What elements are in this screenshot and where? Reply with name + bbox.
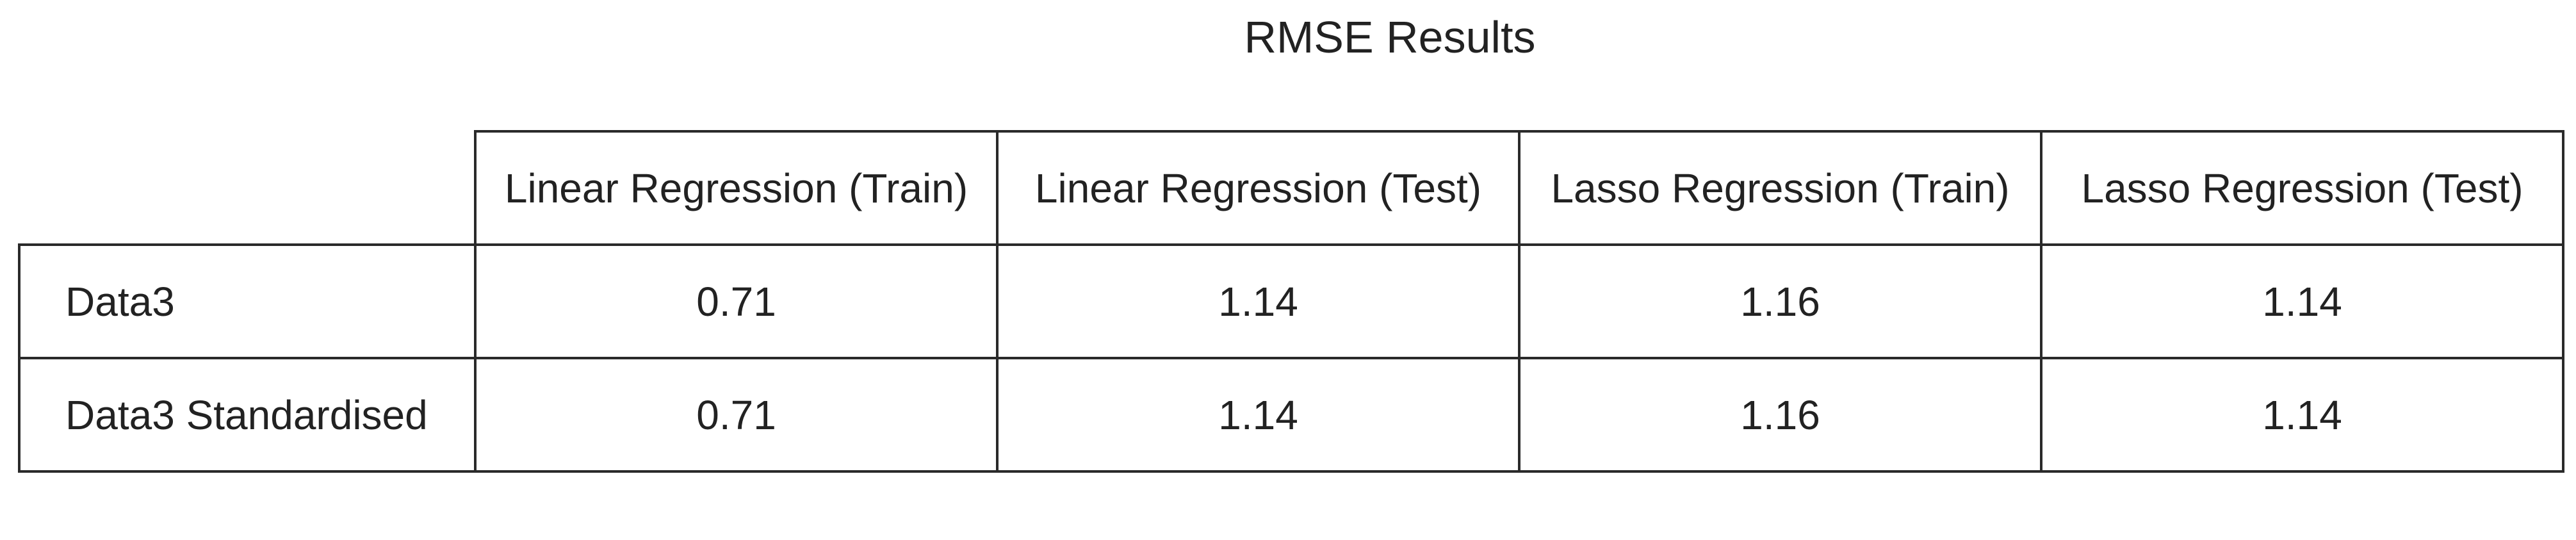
table-cell: 1.16 (1518, 243, 2042, 359)
table-cell: 1.16 (1518, 357, 2042, 473)
table-row: Data3 Standardised 0.71 1.14 1.16 1.14 (18, 357, 2564, 473)
table-cell: 1.14 (996, 357, 1520, 473)
column-header: Lasso Regression (Test) (2040, 130, 2564, 246)
column-header: Lasso Regression (Train) (1518, 130, 2042, 246)
table-cell: 1.14 (2040, 357, 2564, 473)
table-header-row: Linear Regression (Train) Linear Regress… (19, 130, 2564, 246)
column-header: Linear Regression (Test) (996, 130, 1520, 246)
table-corner-cell (19, 131, 477, 246)
table-cell: 1.14 (996, 243, 1520, 359)
table-cell: 1.14 (2040, 243, 2564, 359)
row-header: Data3 (18, 243, 477, 359)
column-header: Linear Regression (Train) (474, 130, 999, 246)
chart-title: RMSE Results (1244, 12, 1536, 62)
table-row: Data3 0.71 1.14 1.16 1.14 (18, 243, 2564, 359)
row-header: Data3 Standardised (18, 357, 477, 473)
table-cell: 0.71 (474, 243, 999, 359)
results-table: Linear Regression (Train) Linear Regress… (18, 130, 2564, 473)
table-cell: 0.71 (474, 357, 999, 473)
